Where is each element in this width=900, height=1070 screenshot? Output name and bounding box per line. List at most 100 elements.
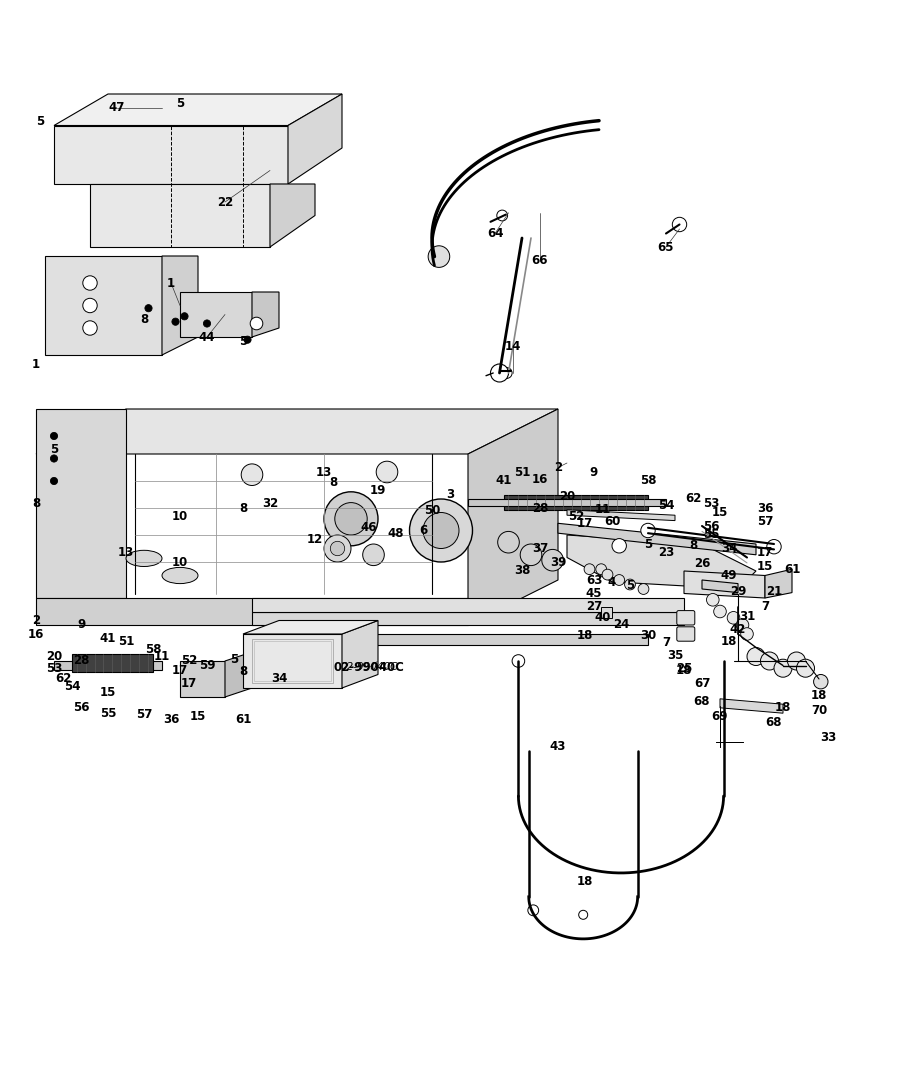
Polygon shape [162, 256, 198, 355]
Text: 13: 13 [118, 547, 134, 560]
Text: 17: 17 [172, 663, 188, 676]
Circle shape [491, 364, 508, 382]
Text: 17: 17 [757, 547, 773, 560]
Circle shape [145, 305, 152, 311]
Polygon shape [684, 571, 765, 598]
Polygon shape [601, 607, 612, 617]
Circle shape [596, 564, 607, 575]
Text: 39: 39 [550, 555, 566, 568]
Text: 23: 23 [658, 547, 674, 560]
Circle shape [727, 611, 740, 624]
Text: 53: 53 [46, 661, 62, 675]
Text: 52: 52 [181, 655, 197, 668]
Circle shape [250, 317, 263, 330]
Circle shape [498, 532, 519, 553]
Text: 56: 56 [703, 520, 719, 533]
Text: 65: 65 [658, 241, 674, 254]
Text: 20: 20 [46, 649, 62, 663]
Text: 18: 18 [577, 875, 593, 888]
Text: 17: 17 [577, 517, 593, 530]
Polygon shape [36, 598, 468, 625]
Circle shape [83, 276, 97, 290]
Circle shape [584, 564, 595, 575]
Circle shape [203, 320, 211, 327]
Polygon shape [270, 184, 315, 247]
Polygon shape [288, 94, 342, 184]
Polygon shape [36, 409, 558, 454]
Text: 14: 14 [505, 339, 521, 352]
Text: 5: 5 [176, 96, 184, 109]
Text: 5: 5 [238, 335, 248, 348]
Text: 48: 48 [388, 526, 404, 539]
Text: 9: 9 [76, 618, 86, 631]
Text: 50: 50 [424, 504, 440, 517]
Text: 4: 4 [608, 577, 616, 590]
Text: 8: 8 [328, 476, 338, 489]
Text: 18: 18 [811, 689, 827, 702]
Text: 15: 15 [100, 686, 116, 699]
Ellipse shape [162, 567, 198, 583]
Text: 11: 11 [154, 649, 170, 663]
Text: 67: 67 [694, 677, 710, 690]
Circle shape [767, 539, 781, 554]
Text: 8: 8 [140, 312, 148, 325]
Text: 15: 15 [190, 710, 206, 723]
Polygon shape [180, 661, 225, 697]
Text: 2: 2 [554, 461, 562, 474]
Circle shape [512, 655, 525, 668]
Text: 02-99040C: 02-99040C [340, 662, 398, 672]
Circle shape [501, 368, 512, 379]
Polygon shape [702, 580, 738, 593]
Text: 25: 25 [676, 661, 692, 675]
Circle shape [614, 575, 625, 585]
Polygon shape [468, 499, 666, 506]
Text: 18: 18 [775, 701, 791, 715]
Circle shape [172, 318, 179, 325]
Text: 52: 52 [568, 510, 584, 523]
Text: 61: 61 [235, 713, 251, 727]
Circle shape [520, 544, 542, 566]
Text: 8: 8 [32, 496, 40, 510]
Text: 7: 7 [760, 600, 770, 613]
Text: 5: 5 [230, 653, 238, 666]
Text: 2: 2 [32, 614, 40, 627]
Text: 38: 38 [514, 565, 530, 578]
Text: 64: 64 [487, 227, 503, 240]
Text: 26: 26 [694, 557, 710, 570]
FancyBboxPatch shape [677, 627, 695, 641]
Circle shape [50, 455, 58, 462]
Circle shape [335, 503, 367, 535]
Circle shape [330, 541, 345, 555]
Text: 12: 12 [307, 533, 323, 546]
Circle shape [181, 312, 188, 320]
Circle shape [736, 618, 749, 631]
Polygon shape [342, 621, 378, 688]
Polygon shape [45, 256, 162, 355]
Text: 62: 62 [55, 673, 71, 686]
Text: 44: 44 [199, 331, 215, 343]
Circle shape [747, 647, 765, 666]
Text: 10: 10 [172, 555, 188, 568]
Ellipse shape [126, 550, 162, 566]
Circle shape [497, 210, 508, 220]
FancyBboxPatch shape [677, 611, 695, 625]
Text: 55: 55 [703, 529, 719, 541]
Text: 61: 61 [784, 563, 800, 576]
Text: 55: 55 [100, 706, 116, 720]
Text: 66: 66 [532, 254, 548, 268]
Text: 51: 51 [514, 465, 530, 478]
Text: 54: 54 [658, 499, 674, 511]
Text: 58: 58 [640, 474, 656, 488]
Text: 53: 53 [703, 496, 719, 510]
Polygon shape [567, 535, 756, 588]
Text: 62: 62 [685, 492, 701, 505]
Text: 46: 46 [361, 521, 377, 534]
Circle shape [428, 246, 450, 268]
Circle shape [760, 652, 778, 670]
Text: 5: 5 [644, 537, 652, 550]
Polygon shape [243, 635, 342, 688]
Text: 1: 1 [166, 276, 176, 290]
Circle shape [814, 674, 828, 689]
Circle shape [363, 544, 384, 566]
Polygon shape [252, 292, 279, 337]
